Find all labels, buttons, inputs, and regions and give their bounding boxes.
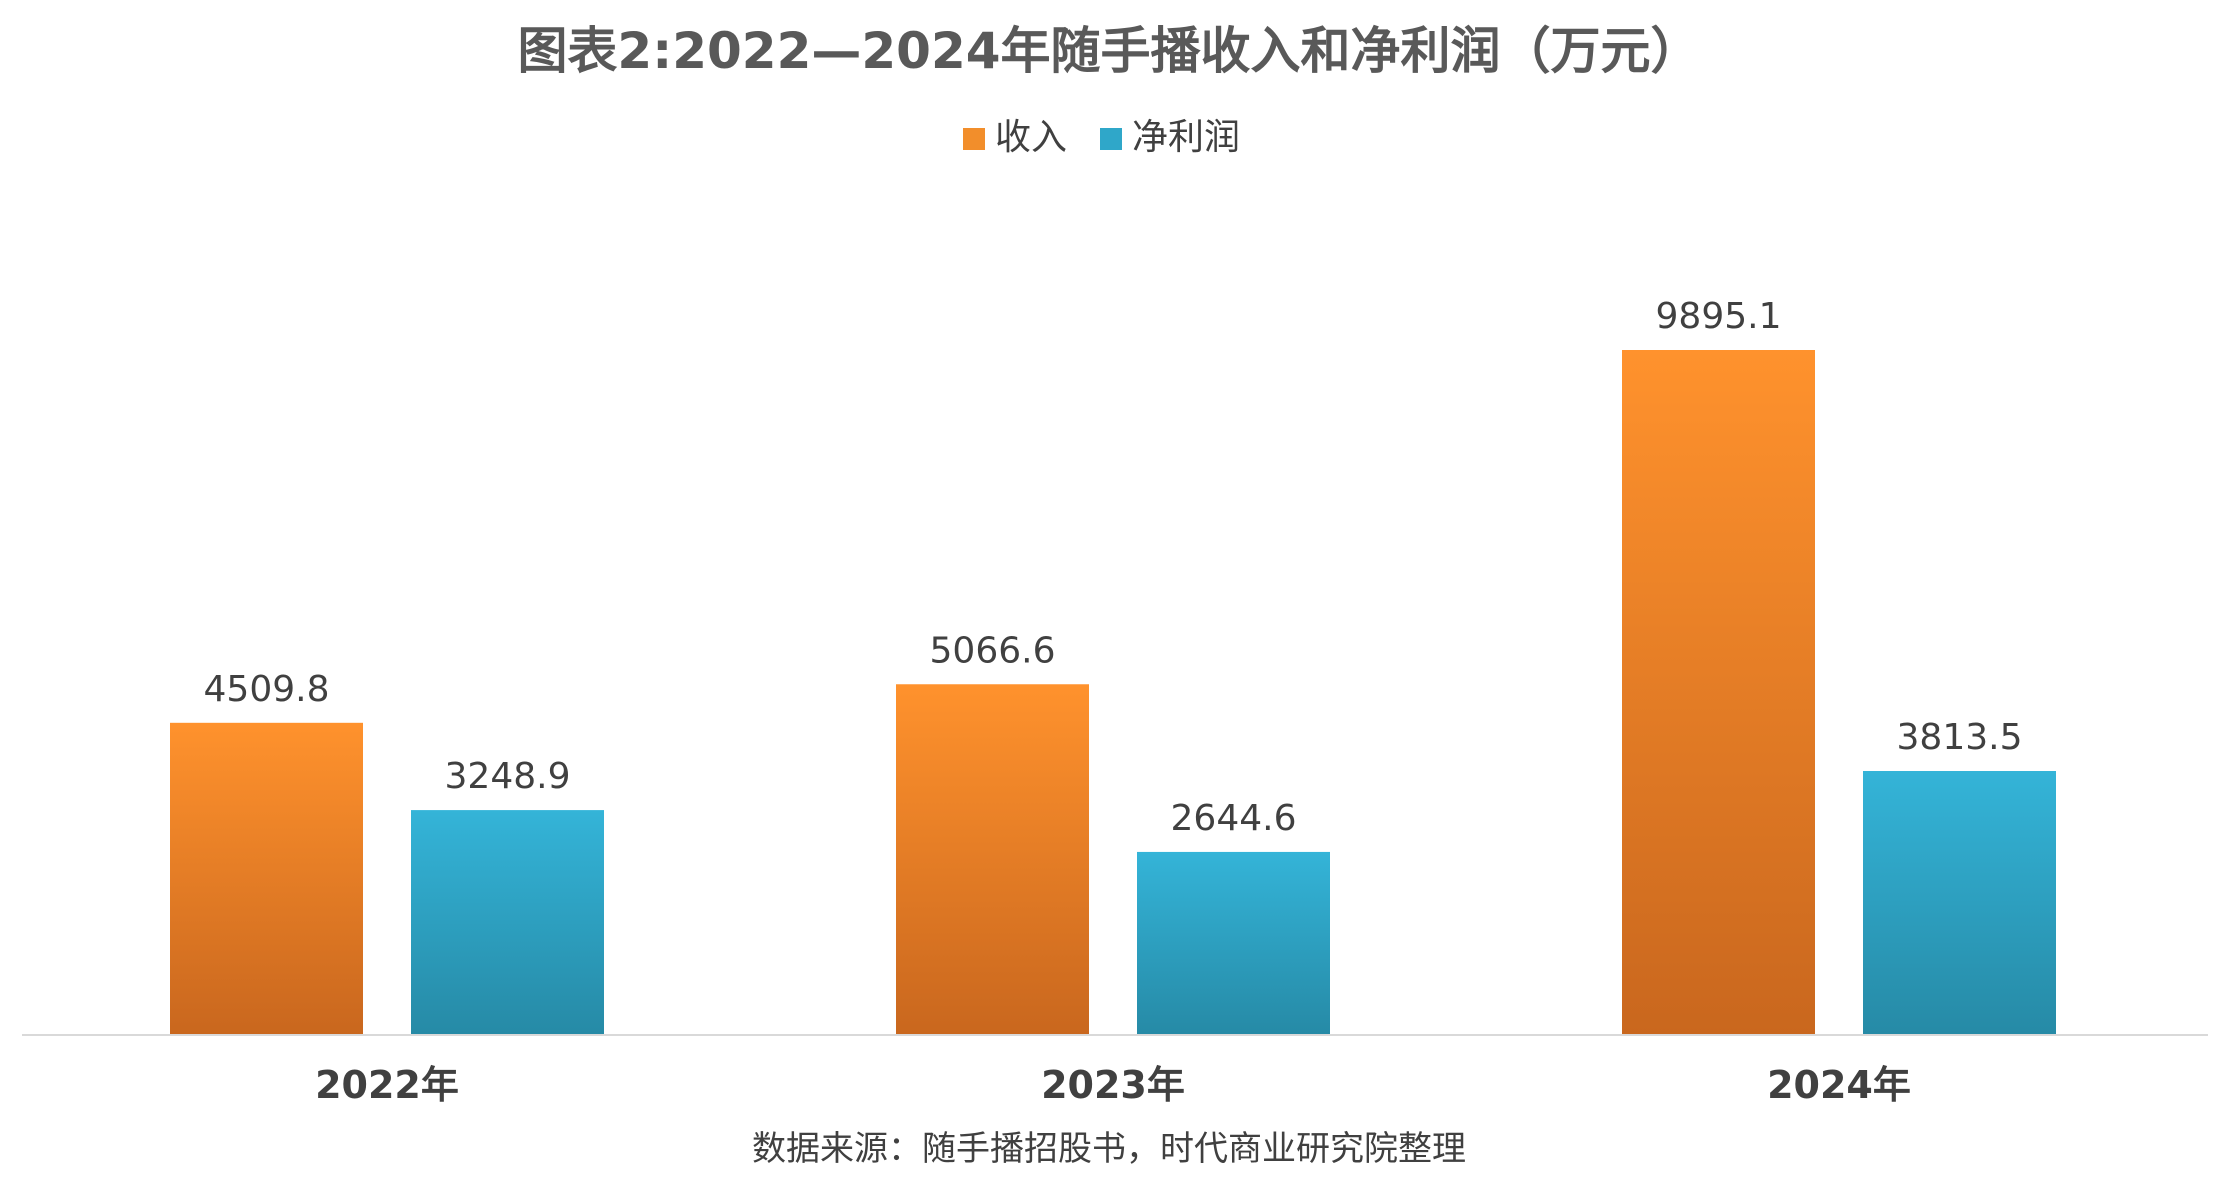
bar-net-profit-2 [1863, 771, 2056, 1035]
bar-net-profit-1 [1137, 851, 1330, 1035]
chart-title: 图表2:2022—2024年随手播收入和净利润（万元） [517, 22, 1700, 80]
legend-label-net-profit: 净利润 [1132, 117, 1240, 158]
category-labels-layer: 2022年 2023年 2024年 [315, 1063, 1911, 1107]
category-label-0: 2022年 [315, 1063, 459, 1107]
legend-label-revenue: 收入 [995, 117, 1067, 158]
category-label-2: 2024年 [1767, 1063, 1911, 1107]
bar-revenue-2 [1622, 350, 1815, 1035]
bar-revenue-1 [896, 684, 1089, 1035]
source-note: 数据来源：随手播招股书，时代商业研究院整理 [752, 1129, 1466, 1169]
legend: 收入 净利润 [963, 117, 1240, 158]
category-label-1: 2023年 [1041, 1063, 1185, 1107]
bars-layer [170, 350, 2056, 1035]
value-label-net-profit-0: 3248.9 [445, 756, 571, 797]
bar-revenue-0 [170, 722, 363, 1035]
legend-swatch-net-profit [1100, 128, 1122, 150]
value-label-net-profit-2: 3813.5 [1897, 717, 2023, 758]
value-label-revenue-0: 4509.8 [204, 669, 330, 710]
value-label-revenue-1: 5066.6 [930, 630, 1056, 671]
value-label-revenue-2: 9895.1 [1656, 296, 1782, 337]
legend-swatch-revenue [963, 128, 985, 150]
bar-net-profit-0 [411, 810, 604, 1035]
value-label-net-profit-1: 2644.6 [1171, 798, 1297, 839]
value-labels-layer: 4509.8 3248.9 5066.6 2644.6 9895.1 3813.5 [204, 296, 2023, 839]
